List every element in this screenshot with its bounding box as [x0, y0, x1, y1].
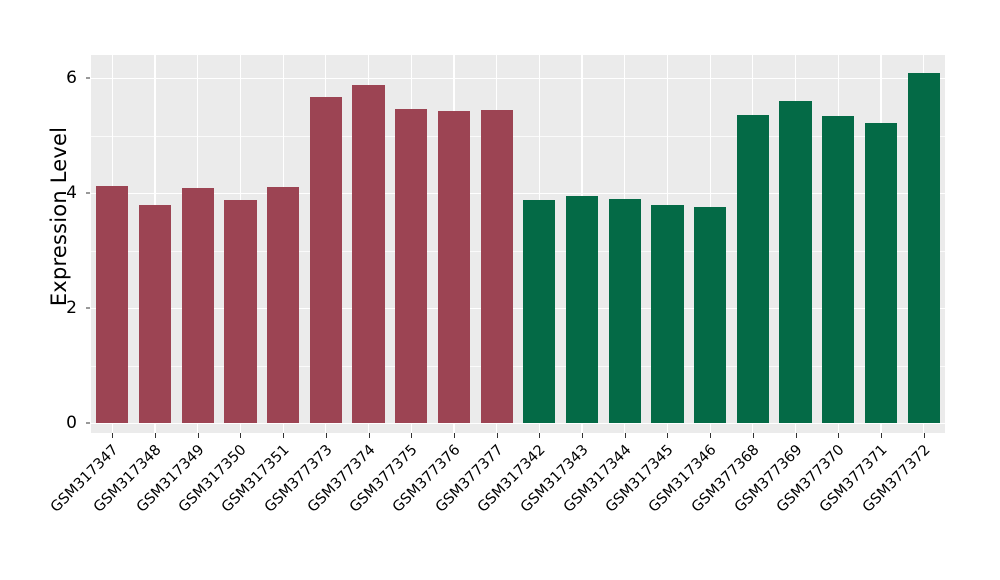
x-tick-label: GSM317346	[646, 442, 720, 516]
gridline-major-horizontal	[91, 78, 945, 80]
x-tick-label: GSM377376	[389, 442, 464, 516]
bar	[694, 207, 727, 423]
x-tick-mark	[923, 433, 925, 438]
x-tick-mark	[880, 433, 882, 438]
gridline-major-horizontal	[91, 423, 945, 425]
bar	[822, 115, 855, 423]
x-tick-label: GSM377371	[816, 442, 891, 516]
bar	[309, 96, 342, 423]
bar	[779, 101, 812, 423]
x-tick-mark	[710, 433, 712, 438]
bar	[352, 84, 385, 423]
x-tick-mark	[112, 433, 114, 438]
y-axis: 0 2 4 6	[0, 0, 91, 580]
y-tick-label: 2	[66, 298, 77, 318]
y-tick-label: 6	[66, 68, 77, 88]
x-tick-mark	[582, 433, 584, 438]
x-tick-label: GSM377373	[261, 442, 336, 516]
x-tick-mark	[453, 433, 455, 438]
bar	[565, 196, 599, 423]
x-tick-label: GSM377372	[859, 442, 934, 516]
gridline-major-horizontal	[91, 193, 945, 195]
bar	[181, 187, 214, 423]
x-tick-mark	[838, 433, 840, 438]
y-tick-mark	[86, 422, 90, 424]
x-tick-mark	[752, 433, 754, 438]
x-tick-label: GSM317350	[176, 442, 251, 516]
bar	[608, 199, 641, 423]
gridline-minor-horizontal	[91, 250, 945, 252]
x-tick-label: GSM377369	[731, 442, 806, 516]
x-tick-mark	[539, 433, 541, 438]
x-tick-label: GSM317348	[90, 442, 165, 516]
plot-panel	[91, 55, 945, 433]
x-tick-mark	[667, 433, 669, 438]
x-tick-mark	[368, 433, 370, 438]
x-tick-mark	[496, 433, 498, 438]
x-tick-mark	[795, 433, 797, 438]
bar	[523, 200, 556, 423]
x-tick-mark	[155, 433, 157, 438]
x-tick-label: GSM317351	[219, 442, 293, 516]
x-tick-mark	[624, 433, 626, 438]
bar	[736, 115, 769, 423]
gridline-major-horizontal	[91, 308, 945, 310]
bar	[138, 204, 172, 423]
x-tick-mark	[240, 433, 242, 438]
x-tick-mark	[283, 433, 285, 438]
bar	[395, 109, 428, 423]
x-tick-label: GSM317342	[475, 442, 549, 516]
bar	[907, 72, 940, 423]
x-tick-label: GSM377377	[432, 442, 507, 516]
y-tick-mark	[86, 192, 90, 194]
x-tick-label: GSM317345	[603, 442, 678, 516]
x-tick-label: GSM317349	[133, 442, 208, 516]
gridline-minor-horizontal	[91, 365, 945, 367]
bar	[96, 185, 129, 423]
bar	[651, 204, 684, 423]
x-tick-label: GSM377368	[688, 442, 763, 516]
bar	[437, 110, 471, 423]
x-tick-label: GSM317344	[560, 442, 635, 516]
y-tick-mark	[86, 307, 90, 309]
x-tick-mark	[411, 433, 413, 438]
y-tick-mark	[86, 77, 90, 79]
y-tick-label: 4	[66, 183, 77, 203]
x-tick-mark	[325, 433, 327, 438]
y-tick-label: 0	[66, 413, 77, 433]
gridline-minor-horizontal	[91, 135, 945, 137]
x-tick-label: GSM317343	[517, 442, 592, 516]
bar	[267, 187, 300, 423]
x-tick-label: GSM377374	[304, 442, 379, 516]
x-tick-label: GSM377370	[774, 442, 848, 516]
bar	[864, 123, 898, 423]
bar	[480, 109, 513, 423]
bar	[224, 199, 257, 423]
x-tick-label: GSM377375	[347, 442, 421, 516]
x-tick-mark	[197, 433, 199, 438]
